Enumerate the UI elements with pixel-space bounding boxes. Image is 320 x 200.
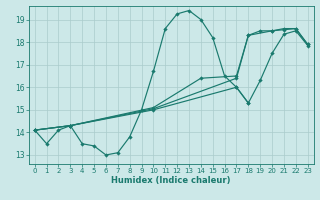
- X-axis label: Humidex (Indice chaleur): Humidex (Indice chaleur): [111, 176, 231, 185]
